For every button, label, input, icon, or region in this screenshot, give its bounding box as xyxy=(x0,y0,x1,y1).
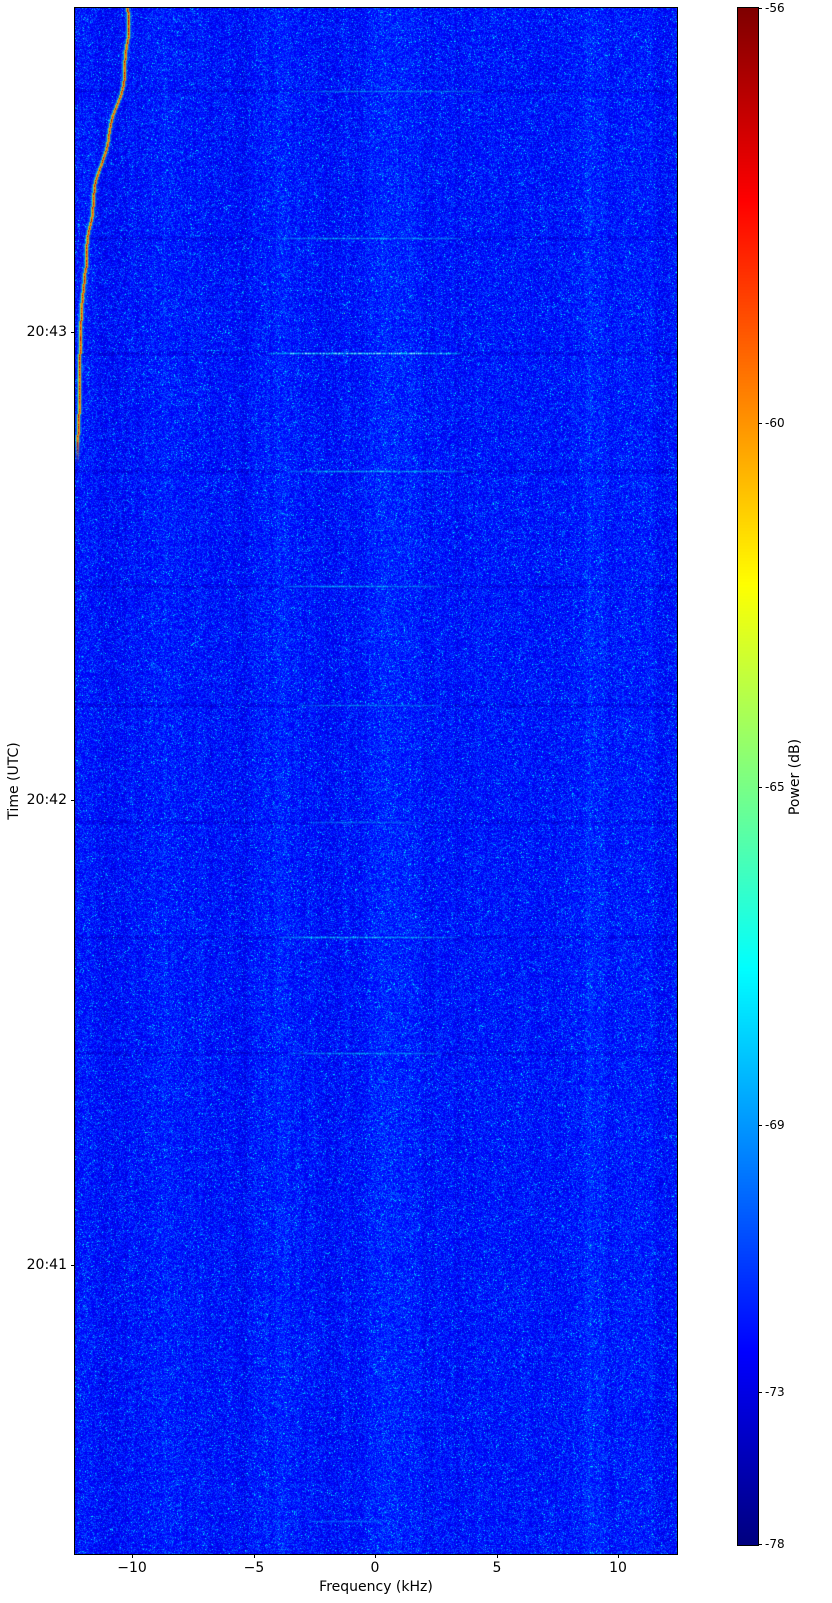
y-tick-label: 20:43 xyxy=(26,324,67,340)
y-axis-label: Time (UTC) xyxy=(6,742,22,820)
x-tick-label: 0 xyxy=(370,1560,380,1576)
colorbar-tick-mark xyxy=(758,1125,762,1126)
colorbar-label: Power (dB) xyxy=(787,738,803,816)
colorbar-tick-label: -65 xyxy=(765,780,785,794)
colorbar-tick-label: -56 xyxy=(765,1,785,15)
x-tick-mark xyxy=(618,1554,619,1558)
colorbar-tick-label: -78 xyxy=(765,1537,785,1551)
x-tick-label: −5 xyxy=(243,1560,265,1576)
x-tick-mark xyxy=(497,1554,498,1558)
colorbar-tick-label: -69 xyxy=(765,1118,785,1132)
spectrogram-canvas xyxy=(75,8,677,1554)
x-tick-label: 10 xyxy=(609,1560,627,1576)
colorbar-tick-mark xyxy=(758,423,762,424)
y-tick-label: 20:41 xyxy=(26,1257,67,1273)
x-tick-mark xyxy=(375,1554,376,1558)
colorbar-tick-mark xyxy=(758,1392,762,1393)
y-tick-mark xyxy=(71,800,75,801)
colorbar-tick-label: -73 xyxy=(765,1385,785,1399)
x-tick-label: −10 xyxy=(117,1560,147,1576)
colorbar-tick-label: -60 xyxy=(765,416,785,430)
y-tick-mark xyxy=(71,1265,75,1266)
x-axis-label: Frequency (kHz) xyxy=(319,1579,433,1595)
spectrogram-plot xyxy=(74,7,678,1555)
y-tick-mark xyxy=(71,332,75,333)
colorbar-tick-mark xyxy=(758,1544,762,1545)
colorbar xyxy=(737,7,759,1546)
x-tick-mark xyxy=(254,1554,255,1558)
x-tick-label: 5 xyxy=(492,1560,502,1576)
x-tick-mark xyxy=(132,1554,133,1558)
colorbar-tick-mark xyxy=(758,8,762,9)
colorbar-tick-mark xyxy=(758,787,762,788)
y-tick-label: 20:42 xyxy=(26,792,67,808)
colorbar-canvas xyxy=(738,8,758,1545)
